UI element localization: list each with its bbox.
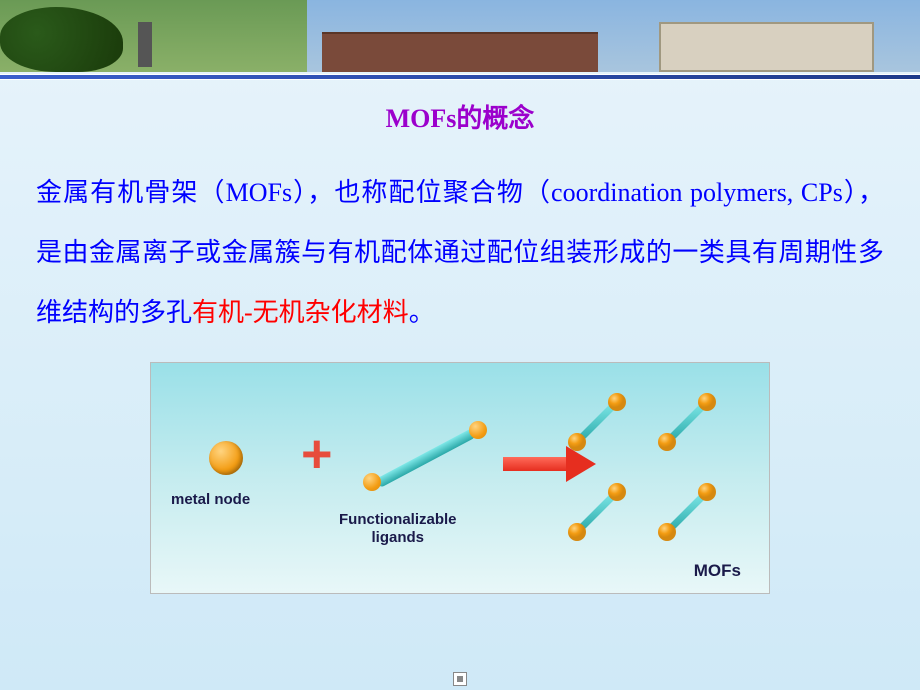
slide-title: MOFs的概念 xyxy=(0,98,920,135)
metal-node-icon xyxy=(209,441,243,475)
header-divider xyxy=(0,74,920,80)
mofs-cube xyxy=(557,377,727,557)
metal-node-label: metal node xyxy=(171,491,250,508)
ligand-label: Functionalizableligands xyxy=(339,511,457,547)
title-zh: 的概念 xyxy=(456,104,534,133)
banner-photo-1 xyxy=(0,0,307,72)
banner-photo-3 xyxy=(613,0,920,72)
banner-photo-2 xyxy=(307,0,614,72)
mofs-cube-label: MOFs xyxy=(694,561,741,581)
title-en: MOFs xyxy=(386,104,457,133)
header-banner xyxy=(0,0,920,72)
plus-symbol: + xyxy=(301,423,333,485)
ligand-icon xyxy=(361,423,491,493)
body-paragraph: 金属有机骨架（MOFs），也称配位聚合物（coordination polyme… xyxy=(0,163,920,342)
mofs-diagram: metal node + Functionalizableligands xyxy=(150,362,770,594)
page-indicator-icon xyxy=(453,672,467,686)
